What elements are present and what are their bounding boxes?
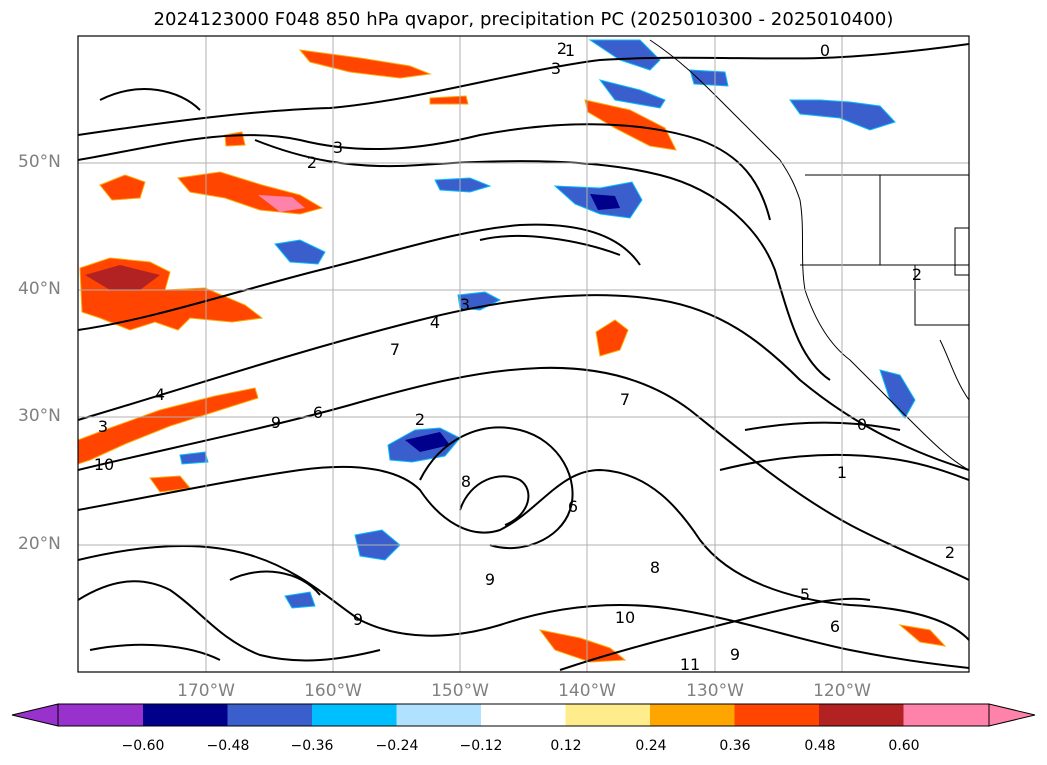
qvapor-contours <box>78 43 969 671</box>
map-title: 2024123000 F048 850 hPa qvapor, precipit… <box>153 9 894 30</box>
colorbar-cell <box>734 704 819 726</box>
colorbar-cell <box>481 704 566 726</box>
colorbar-tick: −0.24 <box>375 738 419 754</box>
colorbar-tick: 0.12 <box>550 738 582 754</box>
contour-label: 6 <box>313 403 323 422</box>
contour-label: 1 <box>837 463 847 482</box>
precip-negative-shading <box>179 39 916 609</box>
contour-label: 7 <box>390 340 400 359</box>
contour-label: 3 <box>460 295 470 314</box>
colorbar-tick: −0.60 <box>121 738 165 754</box>
coastline <box>649 39 969 471</box>
contour-label: 8 <box>461 472 471 491</box>
colorbar-tick: 0.24 <box>635 738 667 754</box>
lat-label-20n: 20°N <box>18 534 61 554</box>
contour-label: 9 <box>353 610 363 629</box>
lat-label-40n: 40°N <box>18 279 61 299</box>
colorbar-tick: −0.36 <box>290 738 334 754</box>
colorbar-cell <box>565 704 650 726</box>
contour-label: 9 <box>271 413 281 432</box>
lon-label-160w: 160°W <box>304 681 362 701</box>
colorbar-cell <box>650 704 735 726</box>
contour-label: 2 <box>307 153 317 172</box>
contour-label: 3 <box>551 59 561 78</box>
contour-label: 2 <box>415 410 425 429</box>
contour-label: 0 <box>857 415 867 434</box>
contour-label: 3 <box>98 417 108 436</box>
colorbar-cell <box>396 704 481 726</box>
contour-label: 2 <box>557 39 567 58</box>
colorbar-tick: −0.48 <box>206 738 250 754</box>
contour-label: 5 <box>800 585 810 604</box>
contour-label: 2 <box>912 265 922 284</box>
colorbar-frame <box>57 703 990 727</box>
contour-label: 4 <box>430 313 440 332</box>
contour-label: 3 <box>333 138 343 157</box>
precip-positive-shading <box>78 49 947 663</box>
colorbar-cell <box>903 704 989 726</box>
lon-label-140w: 140°W <box>558 681 616 701</box>
contour-label: 6 <box>568 497 578 516</box>
colorbar-cell <box>819 704 904 726</box>
lon-label-150w: 150°W <box>431 681 489 701</box>
colorbar-tick: 0.36 <box>719 738 751 754</box>
lon-label-120w: 120°W <box>813 681 871 701</box>
plot-area <box>78 36 969 672</box>
contour-label: 7 <box>620 390 630 409</box>
colorbar-cell <box>227 704 312 726</box>
colorbar-cell <box>58 704 143 726</box>
colorbar-min-extend <box>11 703 59 727</box>
lon-label-170w: 170°W <box>177 681 235 701</box>
contour-label: 4 <box>155 385 165 404</box>
lon-label-130w: 130°W <box>686 681 744 701</box>
contour-label: 1 <box>565 41 575 60</box>
contour-label: 8 <box>650 558 660 577</box>
contour-label: 9 <box>485 570 495 589</box>
colorbar-tick: 0.60 <box>888 738 920 754</box>
colorbar-tick: 0.48 <box>804 738 836 754</box>
graticule <box>78 36 969 672</box>
contour-label: 10 <box>615 608 635 627</box>
contour-label: 2 <box>945 543 955 562</box>
contour-label: 10 <box>94 455 114 474</box>
colorbar-cell <box>143 704 228 726</box>
plot-frame <box>77 35 970 673</box>
contour-label: 9 <box>730 645 740 664</box>
contour-label: 6 <box>830 617 840 636</box>
colorbar-max-extend <box>988 703 1036 727</box>
lat-label-50n: 50°N <box>18 152 61 172</box>
contour-label: 0 <box>820 41 830 60</box>
contour-label: 11 <box>680 655 700 674</box>
colorbar-tick: −0.12 <box>459 738 503 754</box>
colorbar <box>11 703 1036 727</box>
lat-label-30n: 30°N <box>18 406 61 426</box>
colorbar-cell <box>312 704 397 726</box>
